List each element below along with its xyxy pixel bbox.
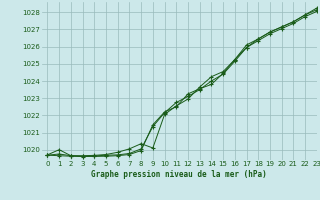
X-axis label: Graphe pression niveau de la mer (hPa): Graphe pression niveau de la mer (hPa) [91,170,267,179]
